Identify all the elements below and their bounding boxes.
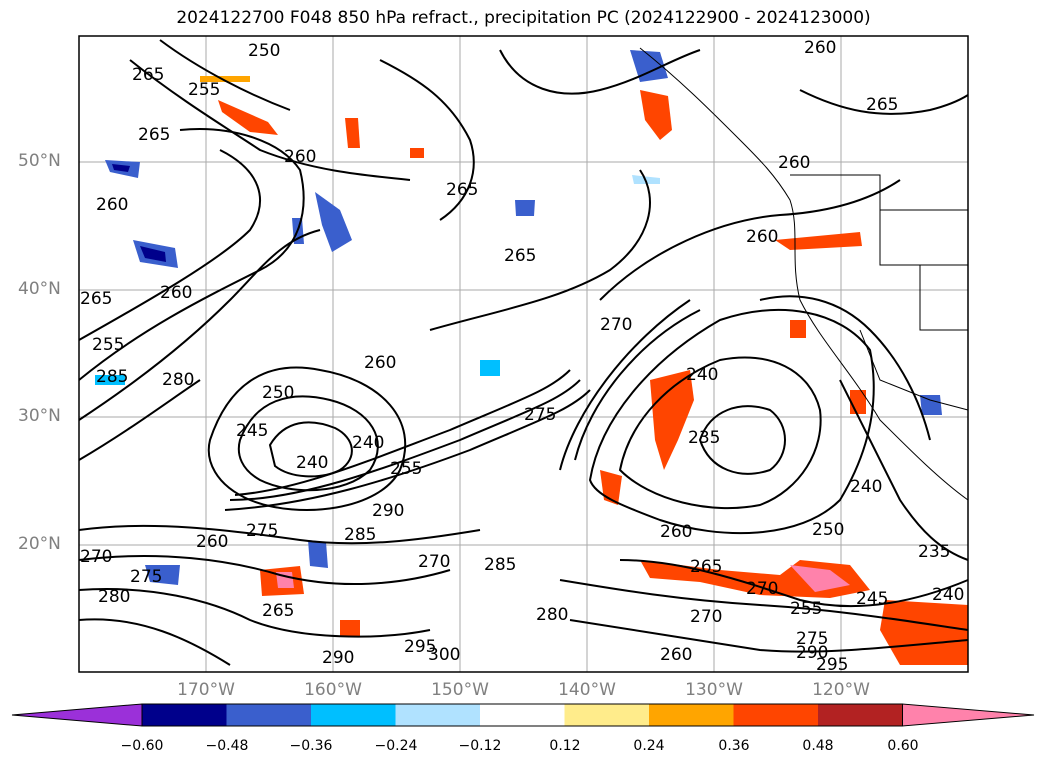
contour-label: 265 — [80, 289, 112, 309]
contour-label: 240 — [850, 477, 882, 497]
lon-label: 130°W — [685, 680, 743, 700]
map-title: 2024122700 F048 850 hPa refract., precip… — [176, 8, 871, 28]
colorbar — [11, 703, 1035, 727]
colorbar-label: 0.48 — [802, 738, 834, 754]
contour-label: 260 — [804, 38, 836, 58]
contour-label: 265 — [138, 125, 170, 145]
contour-label: 270 — [600, 315, 632, 335]
lon-label: 160°W — [304, 680, 362, 700]
contour-label: 250 — [812, 520, 844, 540]
colorbar-label: 0.60 — [887, 738, 919, 754]
contour-label: 285 — [344, 525, 376, 545]
contour-label: 285 — [484, 555, 516, 575]
contour-label: 265 — [504, 246, 536, 266]
contour-label: 265 — [132, 65, 164, 85]
contour-label: 280 — [536, 605, 568, 625]
contour-label: 260 — [660, 645, 692, 665]
contour-label: 240 — [296, 453, 328, 473]
colorbar-label: 0.12 — [549, 738, 581, 754]
colorbar-extend-min — [11, 703, 143, 727]
colorbar-cell — [395, 704, 480, 726]
contour-label: 290 — [796, 643, 828, 663]
contour-label: 240 — [686, 365, 718, 385]
colorbar-cell — [649, 704, 734, 726]
contour-label: 245 — [236, 421, 268, 441]
contour-label: 290 — [372, 501, 404, 521]
colorbar-cell — [733, 704, 818, 726]
colorbar-extend-max — [902, 703, 1035, 727]
colorbar-label: 0.24 — [633, 738, 665, 754]
colorbar-cell — [818, 704, 903, 726]
colorbar-label: −0.48 — [205, 738, 249, 754]
lon-label: 120°W — [812, 680, 870, 700]
refractivity-map: 250 265 255 265 260 260 265 265 260 260 … — [78, 35, 969, 675]
contour-label: 250 — [262, 383, 294, 403]
contour-label: 275 — [130, 567, 162, 587]
colorbar-frame — [141, 703, 903, 727]
lat-label: 30°N — [18, 406, 61, 426]
colorbar-cell — [564, 704, 649, 726]
colorbar-label: −0.36 — [289, 738, 333, 754]
lat-label: 20°N — [18, 534, 61, 554]
precip-negative — [95, 50, 942, 585]
coastline — [639, 47, 969, 501]
contour-label: 260 — [160, 283, 192, 303]
map-frame — [78, 35, 969, 673]
contour-label: 295 — [404, 637, 436, 657]
colorbar-cell — [142, 704, 227, 726]
contour-label: 255 — [390, 459, 422, 479]
lat-label: 50°N — [18, 151, 61, 171]
contour-label: 300 — [428, 645, 460, 665]
contour-label: 265 — [690, 557, 722, 577]
refractivity-contours — [78, 39, 969, 666]
contour-label: 295 — [816, 655, 848, 675]
colorbar-label: −0.60 — [120, 738, 164, 754]
contour-label: 245 — [856, 589, 888, 609]
colorbar-cell — [311, 704, 396, 726]
contour-label: 240 — [932, 585, 964, 605]
contour-label: 270 — [80, 547, 112, 567]
contour-label: 260 — [778, 153, 810, 173]
contour-label: 235 — [688, 428, 720, 448]
contour-label: 290 — [322, 648, 354, 668]
contour-label: 260 — [746, 227, 778, 247]
contour-label: 265 — [262, 601, 294, 621]
colorbar-cell — [480, 704, 565, 726]
contour-label: 240 — [352, 433, 384, 453]
lat-label: 40°N — [18, 279, 61, 299]
contour-label: 270 — [418, 552, 450, 572]
contour-label: 260 — [364, 353, 396, 373]
contour-label: 250 — [248, 41, 280, 61]
contour-label: 255 — [790, 599, 822, 619]
contour-label: 280 — [98, 587, 130, 607]
contour-label: 275 — [246, 521, 278, 541]
contour-label: 255 — [188, 80, 220, 100]
contour-label: 270 — [746, 579, 778, 599]
contour-label: 265 — [446, 180, 478, 200]
colorbar-label: −0.12 — [458, 738, 502, 754]
colorbar-label: 0.36 — [718, 738, 750, 754]
contour-label: 265 — [866, 95, 898, 115]
contour-label: 280 — [162, 370, 194, 390]
contour-label: 275 — [524, 405, 556, 425]
lon-label: 140°W — [558, 680, 616, 700]
lon-label: 170°W — [177, 680, 235, 700]
colorbar-label: −0.24 — [374, 738, 418, 754]
contour-label: 235 — [918, 542, 950, 562]
lon-label: 150°W — [431, 680, 489, 700]
contour-label: 260 — [284, 147, 316, 167]
contour-label: 255 — [92, 335, 124, 355]
contour-label: 275 — [796, 629, 828, 649]
contour-label-group: 250 265 255 265 260 260 265 265 260 260 … — [80, 38, 964, 675]
contour-label: 260 — [96, 195, 128, 215]
contour-label: 260 — [196, 532, 228, 552]
contour-label: 270 — [690, 607, 722, 627]
contour-label: 260 — [660, 522, 692, 542]
colorbar-cell — [226, 704, 311, 726]
contour-label: 285 — [96, 367, 128, 387]
